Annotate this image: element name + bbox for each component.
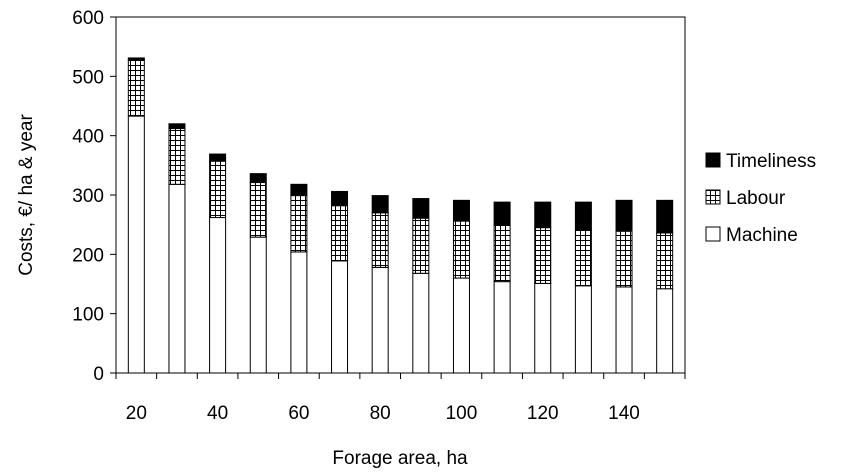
bar-machine-60	[290, 251, 308, 374]
x-tick-label: 120	[527, 403, 559, 424]
bar-machine-150	[656, 288, 674, 374]
bar-machine-80	[371, 266, 389, 374]
bar-labour-150	[656, 232, 674, 290]
bar-labour-30	[168, 128, 186, 185]
bar-timeliness-150	[656, 199, 674, 234]
y-tick-label: 500	[72, 67, 104, 88]
bar-labour-100	[452, 220, 470, 279]
x-tick-label: 40	[207, 403, 228, 424]
bar-machine-90	[412, 272, 430, 374]
y-tick-label: 400	[72, 127, 104, 148]
x-tick-label: 80	[370, 403, 391, 424]
bar-labour-70	[331, 205, 349, 262]
bar-timeliness-100	[452, 199, 470, 222]
bar-timeliness-80	[371, 195, 389, 214]
bar-timeliness-40	[209, 153, 227, 162]
bar-machine-110	[493, 281, 511, 374]
bar-timeliness-70	[331, 190, 349, 207]
bar-labour-60	[290, 195, 308, 253]
x-axis: 20 40 60 80 100 120 140	[115, 373, 686, 424]
bar-labour-80	[371, 212, 389, 268]
y-tick-label: 200	[72, 245, 104, 266]
bar-machine-130	[574, 285, 592, 374]
bar-timeliness-140	[615, 199, 633, 232]
legend-label-timeliness: Timeliness	[726, 151, 816, 172]
y-axis-title: Costs, €/ ha & year	[16, 114, 37, 276]
bar-timeliness-60	[290, 183, 308, 197]
bar-labour-110	[493, 224, 511, 283]
y-tick-label: 300	[72, 186, 104, 207]
y-tick-label: 600	[72, 8, 104, 29]
bar-labour-40	[209, 160, 227, 219]
x-tick-label: 100	[446, 403, 478, 424]
bar-machine-120	[534, 282, 552, 374]
bar-labour-120	[534, 227, 552, 284]
bar-timeliness-120	[534, 201, 552, 229]
y-tick-label: 0	[93, 364, 104, 385]
legend-label-machine: Machine	[726, 225, 798, 246]
bar-labour-90	[412, 217, 430, 274]
legend-swatch-labour	[705, 189, 721, 205]
bar-timeliness-30	[168, 123, 186, 130]
y-axis: 0 100 200 300 400 500 600	[72, 8, 116, 385]
y-tick-label: 100	[72, 305, 104, 326]
bar-timeliness-90	[412, 198, 430, 219]
plot-border	[115, 16, 686, 374]
bar-labour-20	[127, 59, 145, 117]
bar-labour-50	[249, 182, 267, 238]
bar-timeliness-110	[493, 201, 511, 226]
legend-swatch-machine	[705, 226, 721, 242]
x-tick-label: 60	[288, 403, 309, 424]
bar-timeliness-20	[127, 57, 145, 61]
bar-timeliness-50	[249, 173, 267, 184]
bar-machine-40	[209, 217, 227, 374]
bar-machine-70	[331, 260, 349, 374]
bar-machine-50	[249, 236, 267, 374]
legend-swatch-timeliness	[705, 152, 721, 168]
x-tick-label: 20	[126, 403, 147, 424]
bars-group	[127, 57, 674, 374]
legend: Timeliness Labour Machine	[705, 151, 816, 246]
legend-label-labour: Labour	[726, 188, 786, 209]
bar-labour-140	[615, 230, 633, 288]
plot-area	[115, 16, 686, 374]
x-axis-title: Forage area, ha	[332, 448, 468, 469]
bar-labour-130	[574, 229, 592, 287]
bar-machine-20	[127, 115, 145, 374]
bar-machine-30	[168, 183, 186, 374]
bar-timeliness-130	[574, 201, 592, 231]
x-tick-label: 140	[608, 403, 640, 424]
bar-machine-100	[452, 277, 470, 374]
bar-machine-140	[615, 286, 633, 374]
